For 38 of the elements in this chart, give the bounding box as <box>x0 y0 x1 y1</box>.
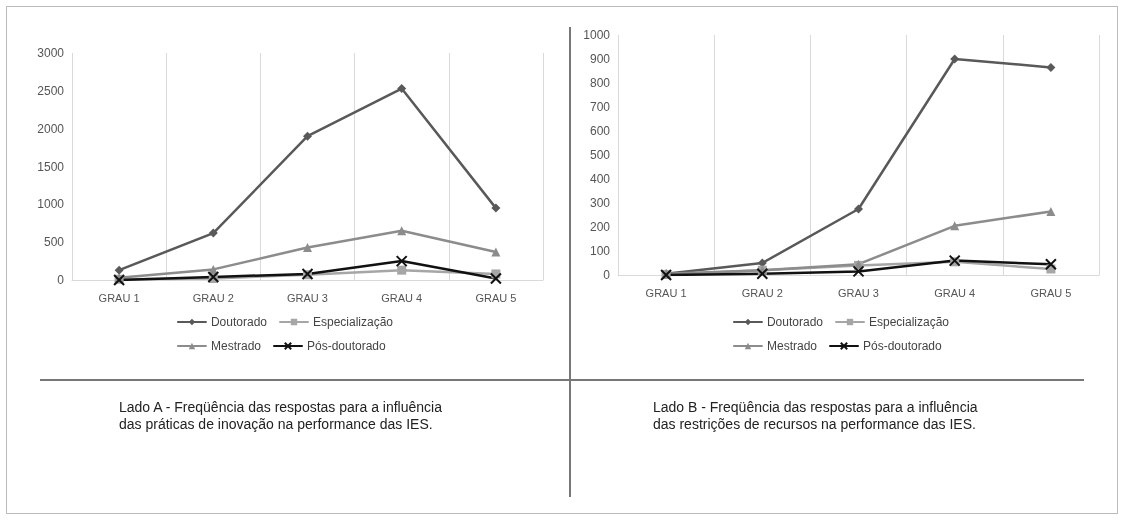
y-tick-label: 2500 <box>37 83 65 98</box>
legend-label: Mestrado <box>766 339 818 353</box>
legend-label: Especialização <box>313 315 394 329</box>
y-tick-label: 0 <box>603 268 611 282</box>
x-tick-label: GRAU 4 <box>934 286 976 299</box>
y-tick-label: 2000 <box>37 121 65 136</box>
x-tick-label: GRAU 5 <box>1030 286 1072 299</box>
y-tick-label: 800 <box>589 76 611 90</box>
y-tick-label: 500 <box>43 235 65 250</box>
y-tick-label: 500 <box>589 148 611 162</box>
y-tick-label: 1000 <box>583 28 611 42</box>
y-tick-label: 400 <box>589 172 611 186</box>
y-tick-label: 200 <box>589 220 611 234</box>
y-tick-label: 0 <box>57 273 65 287</box>
x-tick-label: GRAU 3 <box>287 291 328 304</box>
y-tick-label: 300 <box>589 196 611 210</box>
x-tick-label: GRAU 5 <box>475 291 517 304</box>
legend-label: Pós-doutorado <box>306 339 387 353</box>
legend-label: Doutorado <box>210 315 268 329</box>
y-tick-label: 700 <box>589 100 611 114</box>
x-tick-label: GRAU 2 <box>741 286 783 299</box>
legend-label: Pós-doutorado <box>862 339 943 353</box>
y-tick-label: 900 <box>589 52 611 66</box>
y-tick-label: 600 <box>589 124 611 138</box>
y-tick-label: 100 <box>589 244 611 258</box>
x-tick-label: GRAU 1 <box>645 286 687 299</box>
text: Lado B - Freqüência das respostas para a influência das restrições de recursos na performance das IES. <box>653 399 979 433</box>
x-tick-label: GRAU 2 <box>192 291 234 304</box>
legend-label: Doutorado <box>766 315 824 329</box>
y-tick-label: 3000 <box>37 46 65 60</box>
text: Lado A - Freqüência das respostas para a influência das práticas de inovação na performance das IES. <box>119 399 443 433</box>
legend-label: Especialização <box>869 315 950 329</box>
x-tick-label: GRAU 3 <box>838 286 879 299</box>
x-tick-label: GRAU 4 <box>381 291 423 304</box>
y-tick-label: 1500 <box>37 159 65 174</box>
x-tick-label: GRAU 1 <box>98 291 140 304</box>
y-tick-label: 1000 <box>37 197 65 212</box>
legend-label: Mestrado <box>210 339 262 353</box>
